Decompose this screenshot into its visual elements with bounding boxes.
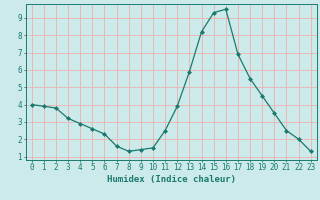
X-axis label: Humidex (Indice chaleur): Humidex (Indice chaleur)	[107, 175, 236, 184]
